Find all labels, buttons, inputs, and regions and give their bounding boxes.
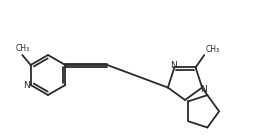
Text: N: N: [200, 85, 207, 94]
Text: N: N: [170, 61, 177, 70]
Text: CH₃: CH₃: [205, 45, 219, 54]
Text: N: N: [23, 80, 30, 89]
Text: CH₃: CH₃: [15, 44, 29, 52]
